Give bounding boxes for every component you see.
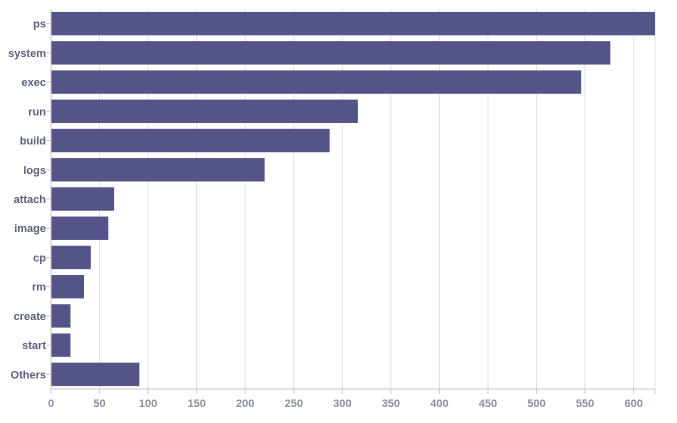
x-tick-label-550: 550: [576, 398, 594, 410]
bar-layer: [51, 11, 655, 387]
bar-ps: [51, 11, 655, 36]
bar-image: [51, 216, 109, 240]
bar-rm: [51, 275, 85, 299]
category-label-start: start: [22, 340, 46, 352]
bar-run: [51, 99, 358, 123]
x-tick-label-250: 250: [285, 398, 303, 410]
x-tick-label-450: 450: [479, 398, 497, 410]
x-tick-label-0: 0: [48, 398, 54, 410]
bar-system: [51, 41, 611, 65]
x-tick-label-200: 200: [236, 398, 254, 410]
bar-exec: [51, 70, 582, 94]
x-tick-label-300: 300: [333, 398, 351, 410]
category-label-rm: rm: [32, 282, 46, 294]
category-label-image: image: [14, 223, 46, 235]
category-label-ps: ps: [33, 19, 46, 31]
bar-build: [51, 128, 330, 153]
category-label-others: Others: [11, 369, 46, 381]
x-tick-label-100: 100: [139, 398, 157, 410]
category-label-system: system: [8, 48, 46, 60]
x-tick-label-600: 600: [624, 398, 642, 410]
x-tick-label-350: 350: [382, 398, 400, 410]
bar-start: [51, 333, 71, 357]
category-label-create: create: [14, 311, 46, 323]
x-tick-label-150: 150: [187, 398, 205, 410]
bar-create: [51, 304, 71, 328]
category-label-cp: cp: [33, 252, 46, 264]
x-tick-label-400: 400: [430, 398, 448, 410]
bar-others: [51, 362, 140, 387]
category-label-run: run: [28, 106, 46, 118]
bar-attach: [51, 187, 115, 211]
x-tick-label-500: 500: [527, 398, 545, 410]
category-label-attach: attach: [14, 194, 47, 206]
category-label-exec: exec: [22, 77, 46, 89]
tick-label-layer: 0 50 100 150 200 250 300 350 400 450 500 550 600: [48, 398, 643, 410]
category-label-logs: logs: [23, 165, 46, 177]
bar-cp: [51, 245, 91, 270]
category-label-layer: ps system exec run build logs attach image cp rm c…: [8, 19, 46, 382]
category-label-build: build: [20, 136, 46, 148]
grid-layer: [50, 9, 656, 389]
x-tick-label-50: 50: [93, 398, 105, 410]
bar-logs: [51, 158, 265, 182]
axis-layer: [46, 9, 656, 394]
